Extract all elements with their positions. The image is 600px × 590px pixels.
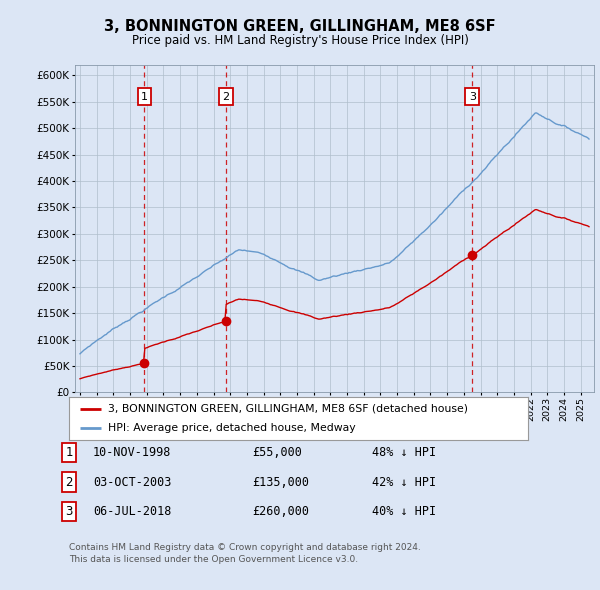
Text: This data is licensed under the Open Government Licence v3.0.: This data is licensed under the Open Gov… <box>69 555 358 564</box>
Text: 3, BONNINGTON GREEN, GILLINGHAM, ME8 6SF (detached house): 3, BONNINGTON GREEN, GILLINGHAM, ME8 6SF… <box>108 404 468 414</box>
Text: 48% ↓ HPI: 48% ↓ HPI <box>372 446 436 459</box>
Text: £135,000: £135,000 <box>252 476 309 489</box>
Text: 06-JUL-2018: 06-JUL-2018 <box>93 505 172 518</box>
Text: 40% ↓ HPI: 40% ↓ HPI <box>372 505 436 518</box>
Text: 03-OCT-2003: 03-OCT-2003 <box>93 476 172 489</box>
Text: 1: 1 <box>141 91 148 101</box>
Text: Price paid vs. HM Land Registry's House Price Index (HPI): Price paid vs. HM Land Registry's House … <box>131 34 469 47</box>
Text: 3: 3 <box>469 91 476 101</box>
Text: 3, BONNINGTON GREEN, GILLINGHAM, ME8 6SF: 3, BONNINGTON GREEN, GILLINGHAM, ME8 6SF <box>104 19 496 34</box>
Text: £260,000: £260,000 <box>252 505 309 518</box>
Text: 2: 2 <box>223 91 230 101</box>
Text: 10-NOV-1998: 10-NOV-1998 <box>93 446 172 459</box>
Text: Contains HM Land Registry data © Crown copyright and database right 2024.: Contains HM Land Registry data © Crown c… <box>69 543 421 552</box>
Text: 42% ↓ HPI: 42% ↓ HPI <box>372 476 436 489</box>
Text: 3: 3 <box>65 505 73 518</box>
Text: £55,000: £55,000 <box>252 446 302 459</box>
Text: HPI: Average price, detached house, Medway: HPI: Average price, detached house, Medw… <box>108 423 356 433</box>
Text: 2: 2 <box>65 476 73 489</box>
Text: 1: 1 <box>65 446 73 459</box>
